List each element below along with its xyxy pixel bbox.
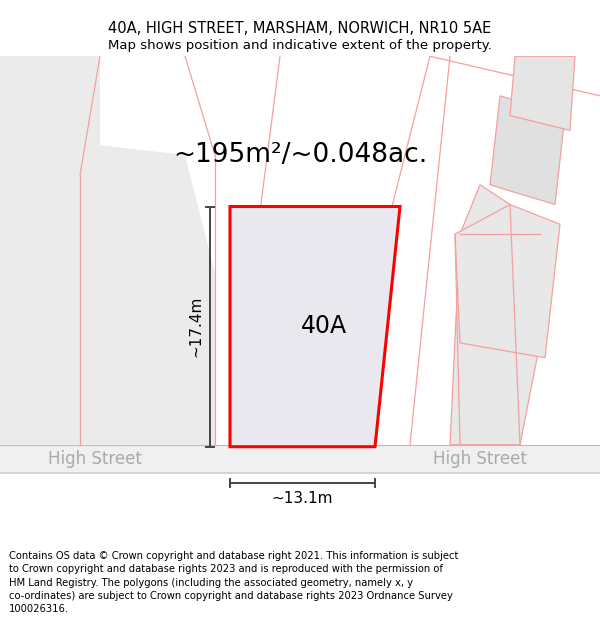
Text: High Street: High Street — [433, 449, 527, 468]
Bar — [0, 445, 600, 473]
Text: Contains OS data © Crown copyright and database right 2021. This information is : Contains OS data © Crown copyright and d… — [9, 551, 458, 614]
Polygon shape — [258, 259, 355, 424]
Polygon shape — [450, 185, 540, 445]
Polygon shape — [455, 204, 560, 358]
Polygon shape — [0, 56, 215, 445]
Polygon shape — [490, 96, 565, 204]
Polygon shape — [510, 56, 575, 131]
Text: 40A, HIGH STREET, MARSHAM, NORWICH, NR10 5AE: 40A, HIGH STREET, MARSHAM, NORWICH, NR10… — [109, 21, 491, 36]
Text: High Street: High Street — [48, 449, 142, 468]
Text: ~17.4m: ~17.4m — [188, 296, 203, 358]
Text: ~195m²/~0.048ac.: ~195m²/~0.048ac. — [173, 142, 427, 168]
Text: Map shows position and indicative extent of the property.: Map shows position and indicative extent… — [108, 39, 492, 51]
Polygon shape — [230, 206, 400, 447]
Text: ~13.1m: ~13.1m — [272, 491, 333, 506]
Text: 40A: 40A — [301, 314, 347, 338]
